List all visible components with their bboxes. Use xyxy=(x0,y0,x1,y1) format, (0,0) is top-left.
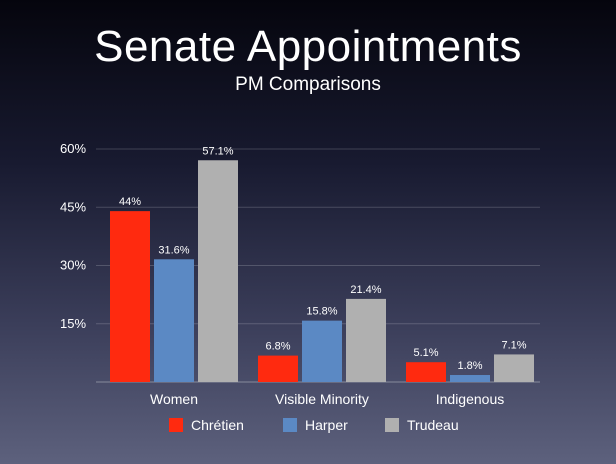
y-tick-label: 60% xyxy=(60,141,86,156)
data-label: 15.8% xyxy=(306,306,337,318)
legend-swatch xyxy=(283,418,297,432)
data-label: 5.1% xyxy=(413,347,438,359)
y-tick-label: 30% xyxy=(60,258,86,273)
data-label: 7.1% xyxy=(501,339,526,351)
y-tick-label: 15% xyxy=(60,316,86,331)
data-label: 44% xyxy=(119,196,141,208)
bar xyxy=(346,298,386,382)
bar xyxy=(494,354,534,382)
data-label: 6.8% xyxy=(265,341,290,353)
chart-title: Senate Appointments xyxy=(94,22,522,71)
legend-swatch xyxy=(169,418,183,432)
x-tick-label: Visible Minority xyxy=(275,391,369,407)
bar xyxy=(110,211,150,382)
x-tick-label: Indigenous xyxy=(436,391,505,407)
legend-label: Harper xyxy=(305,417,348,433)
legend-label: Trudeau xyxy=(407,417,459,433)
bar xyxy=(302,320,342,382)
bar xyxy=(258,355,298,382)
data-label: 21.4% xyxy=(350,284,381,296)
bar xyxy=(154,259,194,382)
data-label: 57.1% xyxy=(202,145,233,157)
y-tick-label: 45% xyxy=(60,199,86,214)
data-label: 1.8% xyxy=(457,360,482,372)
bar xyxy=(450,375,490,382)
bar xyxy=(198,160,238,382)
chart-subtitle: PM Comparisons xyxy=(235,74,381,95)
x-tick-label: Women xyxy=(150,391,198,407)
legend-label: Chrétien xyxy=(191,417,244,433)
data-label: 31.6% xyxy=(158,244,189,256)
legend-swatch xyxy=(385,418,399,432)
bar xyxy=(406,362,446,382)
